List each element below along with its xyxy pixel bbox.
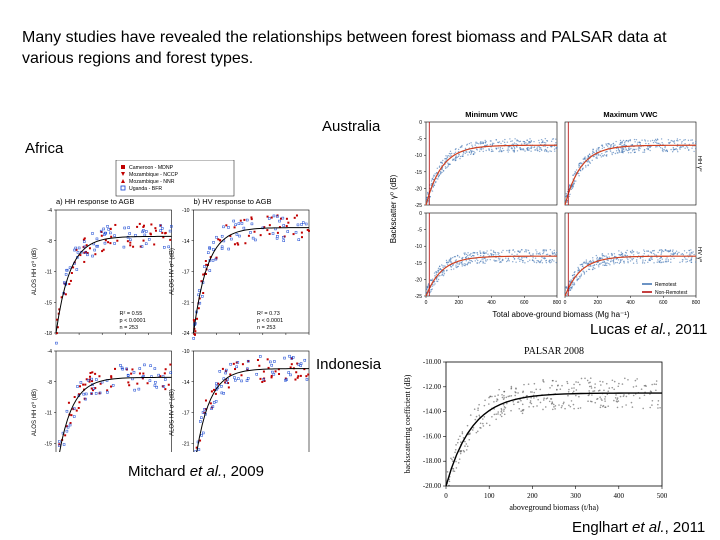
svg-text:-10: -10 — [182, 208, 190, 214]
svg-text:-16.00: -16.00 — [423, 432, 442, 440]
svg-text:600: 600 — [659, 300, 668, 306]
slide-title: Many studies have revealed the relations… — [22, 28, 698, 70]
svg-text:-15: -15 — [45, 441, 53, 447]
svg-text:800: 800 — [553, 300, 562, 306]
svg-text:100: 100 — [484, 492, 495, 500]
svg-text:-12.00: -12.00 — [423, 383, 442, 391]
svg-text:-14.00: -14.00 — [423, 408, 442, 416]
svg-text:-10: -10 — [415, 244, 422, 250]
australia-scatter-chart: Minimum VWC Maximum VWC Backscatter γ⁰ (dB… — [386, 104, 702, 320]
svg-text:ALOS HV σ⁰ (dB): ALOS HV σ⁰ (dB) — [169, 389, 176, 436]
citation-mitchard: Mitchard et al., 2009 — [128, 463, 264, 480]
svg-text:aboveground biomass (t/ha): aboveground biomass (t/ha) — [509, 503, 599, 512]
svg-text:-8: -8 — [47, 239, 52, 245]
svg-text:Maximum VWC: Maximum VWC — [603, 110, 658, 119]
svg-text:Non-Remotest: Non-Remotest — [655, 290, 688, 296]
svg-text:R² = 0.73: R² = 0.73 — [257, 311, 280, 317]
svg-text:-25: -25 — [415, 203, 422, 209]
label-australia: Australia — [322, 118, 380, 135]
svg-text:400: 400 — [614, 492, 625, 500]
citation-englhart: Englhart et al., 2011 — [572, 519, 705, 536]
svg-text:-18.00: -18.00 — [423, 457, 442, 465]
svg-text:-17: -17 — [182, 411, 190, 417]
svg-text:-18: -18 — [45, 331, 53, 337]
svg-text:-14: -14 — [182, 380, 190, 386]
svg-text:ALOS HV σ⁰ (dB): ALOS HV σ⁰ (dB) — [169, 248, 176, 295]
svg-text:0: 0 — [564, 300, 567, 306]
svg-text:HV γ⁰: HV γ⁰ — [696, 247, 702, 263]
svg-text:PALSAR 2008: PALSAR 2008 — [524, 346, 584, 357]
svg-text:-5: -5 — [418, 137, 423, 143]
svg-text:0: 0 — [444, 492, 448, 500]
svg-text:-10: -10 — [182, 349, 190, 355]
svg-text:300: 300 — [570, 492, 581, 500]
citation-lucas: Lucas et al., 2011 — [590, 321, 707, 338]
svg-text:-15: -15 — [415, 170, 422, 176]
svg-text:p < 0.0001: p < 0.0001 — [257, 318, 283, 324]
svg-text:-20: -20 — [415, 277, 422, 283]
svg-text:-15: -15 — [45, 300, 53, 306]
svg-text:-11: -11 — [45, 270, 52, 276]
svg-text:n = 253: n = 253 — [120, 325, 139, 331]
svg-text:0: 0 — [425, 300, 428, 306]
svg-text:Backscatter γ⁰ (dB): Backscatter γ⁰ (dB) — [389, 174, 398, 243]
svg-text:-17: -17 — [182, 270, 190, 276]
svg-text:ALOS HH σ⁰ (dB): ALOS HH σ⁰ (dB) — [31, 248, 38, 295]
svg-text:-10.00: -10.00 — [423, 358, 442, 366]
svg-text:-10: -10 — [415, 153, 422, 159]
svg-text:HH γ⁰: HH γ⁰ — [696, 156, 702, 172]
africa-scatter-chart: Cameroon - MDNPMozambique - NCCPMozambiq… — [28, 160, 313, 452]
svg-text:-20: -20 — [415, 186, 422, 192]
svg-text:-4: -4 — [47, 349, 52, 355]
svg-text:0: 0 — [419, 120, 422, 126]
svg-text:-11: -11 — [45, 411, 52, 417]
svg-text:backscattering coefficient (dB: backscattering coefficient (dB) — [403, 374, 412, 473]
svg-text:-21: -21 — [182, 300, 190, 306]
svg-text:Mozambique - NNR: Mozambique - NNR — [129, 179, 175, 185]
svg-text:-15: -15 — [415, 261, 422, 267]
svg-text:Cameroon - MDNP: Cameroon - MDNP — [129, 165, 174, 171]
svg-text:800: 800 — [692, 300, 701, 306]
svg-text:ALOS HH σ⁰ (dB): ALOS HH σ⁰ (dB) — [31, 389, 38, 436]
svg-text:200: 200 — [594, 300, 603, 306]
svg-text:-21: -21 — [182, 441, 190, 447]
svg-text:600: 600 — [520, 300, 529, 306]
label-indonesia: Indonesia — [316, 356, 381, 373]
svg-text:-4: -4 — [47, 208, 52, 214]
svg-text:Mozambique - NCCP: Mozambique - NCCP — [129, 172, 179, 178]
svg-text:b) HV response to AGB: b) HV response to AGB — [194, 197, 272, 206]
svg-text:Total above-ground biomass (Mg: Total above-ground biomass (Mg ha⁻¹) — [492, 310, 630, 319]
label-africa: Africa — [25, 140, 63, 157]
svg-text:R² = 0.55: R² = 0.55 — [120, 311, 143, 317]
svg-text:Uganda - BFR: Uganda - BFR — [129, 186, 162, 192]
svg-text:-24: -24 — [182, 331, 190, 337]
svg-text:n = 253: n = 253 — [257, 325, 276, 331]
svg-text:a) HH response to AGB: a) HH response to AGB — [56, 197, 134, 206]
svg-text:-20.00: -20.00 — [423, 482, 442, 490]
svg-text:p < 0.0001: p < 0.0001 — [120, 318, 146, 324]
svg-text:500: 500 — [657, 492, 668, 500]
svg-text:Minimum VWC: Minimum VWC — [465, 110, 518, 119]
svg-text:-14: -14 — [182, 239, 190, 245]
svg-text:200: 200 — [455, 300, 464, 306]
svg-text:-25: -25 — [415, 294, 422, 300]
indonesia-scatter-chart: PALSAR 2008 0 100 200 300 400 500 -10.00 -12.00 -… — [398, 342, 672, 514]
svg-text:-5: -5 — [418, 228, 423, 234]
svg-text:Remotest: Remotest — [655, 282, 677, 288]
svg-text:400: 400 — [487, 300, 496, 306]
svg-text:-8: -8 — [47, 380, 52, 386]
svg-text:200: 200 — [527, 492, 538, 500]
svg-text:400: 400 — [626, 300, 635, 306]
svg-text:0: 0 — [419, 211, 422, 217]
